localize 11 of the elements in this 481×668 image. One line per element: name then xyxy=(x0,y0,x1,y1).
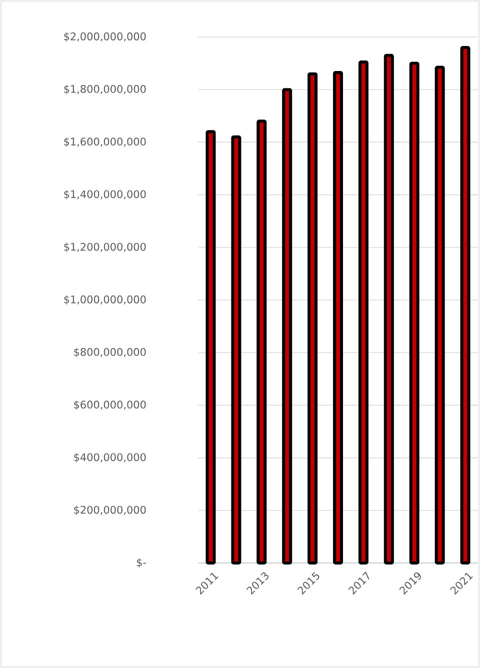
y-tick-label: $200,000,000 xyxy=(74,506,146,516)
y-tick-label: $600,000,000 xyxy=(74,400,146,410)
y-tick-label: $1,000,000,000 xyxy=(64,295,146,305)
y-tick-label: $2,000,000,000 xyxy=(64,32,146,42)
y-tick-label: $1,200,000,000 xyxy=(64,242,146,252)
y-tick-label: $1,600,000,000 xyxy=(64,137,146,147)
y-tick-label: $1,800,000,000 xyxy=(64,84,146,94)
y-tick-label: $800,000,000 xyxy=(74,348,146,358)
y-tick-label: $1,400,000,000 xyxy=(64,190,146,200)
y-tick-label: $400,000,000 xyxy=(74,453,146,463)
y-tick-label: $- xyxy=(136,558,146,568)
